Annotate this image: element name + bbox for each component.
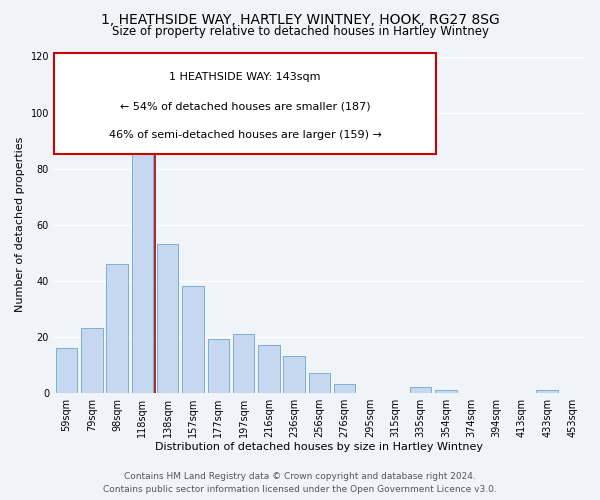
Bar <box>131 152 153 392</box>
Text: ← 54% of detached houses are smaller (187): ← 54% of detached houses are smaller (18… <box>120 101 370 111</box>
Text: Contains HM Land Registry data © Crown copyright and database right 2024.
Contai: Contains HM Land Registry data © Crown c… <box>103 472 497 494</box>
Bar <box>258 345 280 393</box>
Bar <box>309 373 330 392</box>
Text: 1, HEATHSIDE WAY, HARTLEY WINTNEY, HOOK, RG27 8SG: 1, HEATHSIDE WAY, HARTLEY WINTNEY, HOOK,… <box>101 12 499 26</box>
Bar <box>182 286 204 393</box>
Bar <box>435 390 457 392</box>
Bar <box>157 244 178 392</box>
Text: 1 HEATHSIDE WAY: 143sqm: 1 HEATHSIDE WAY: 143sqm <box>169 72 321 82</box>
Y-axis label: Number of detached properties: Number of detached properties <box>15 137 25 312</box>
Bar <box>106 264 128 392</box>
Text: Size of property relative to detached houses in Hartley Wintney: Size of property relative to detached ho… <box>112 25 488 38</box>
Bar <box>410 387 431 392</box>
Bar <box>536 390 558 392</box>
Bar <box>56 348 77 393</box>
Bar <box>283 356 305 392</box>
X-axis label: Distribution of detached houses by size in Hartley Wintney: Distribution of detached houses by size … <box>155 442 484 452</box>
Text: 46% of semi-detached houses are larger (159) →: 46% of semi-detached houses are larger (… <box>109 130 382 140</box>
Bar <box>208 340 229 392</box>
Bar <box>81 328 103 392</box>
Bar <box>233 334 254 392</box>
FancyBboxPatch shape <box>54 53 436 154</box>
Bar <box>334 384 355 392</box>
